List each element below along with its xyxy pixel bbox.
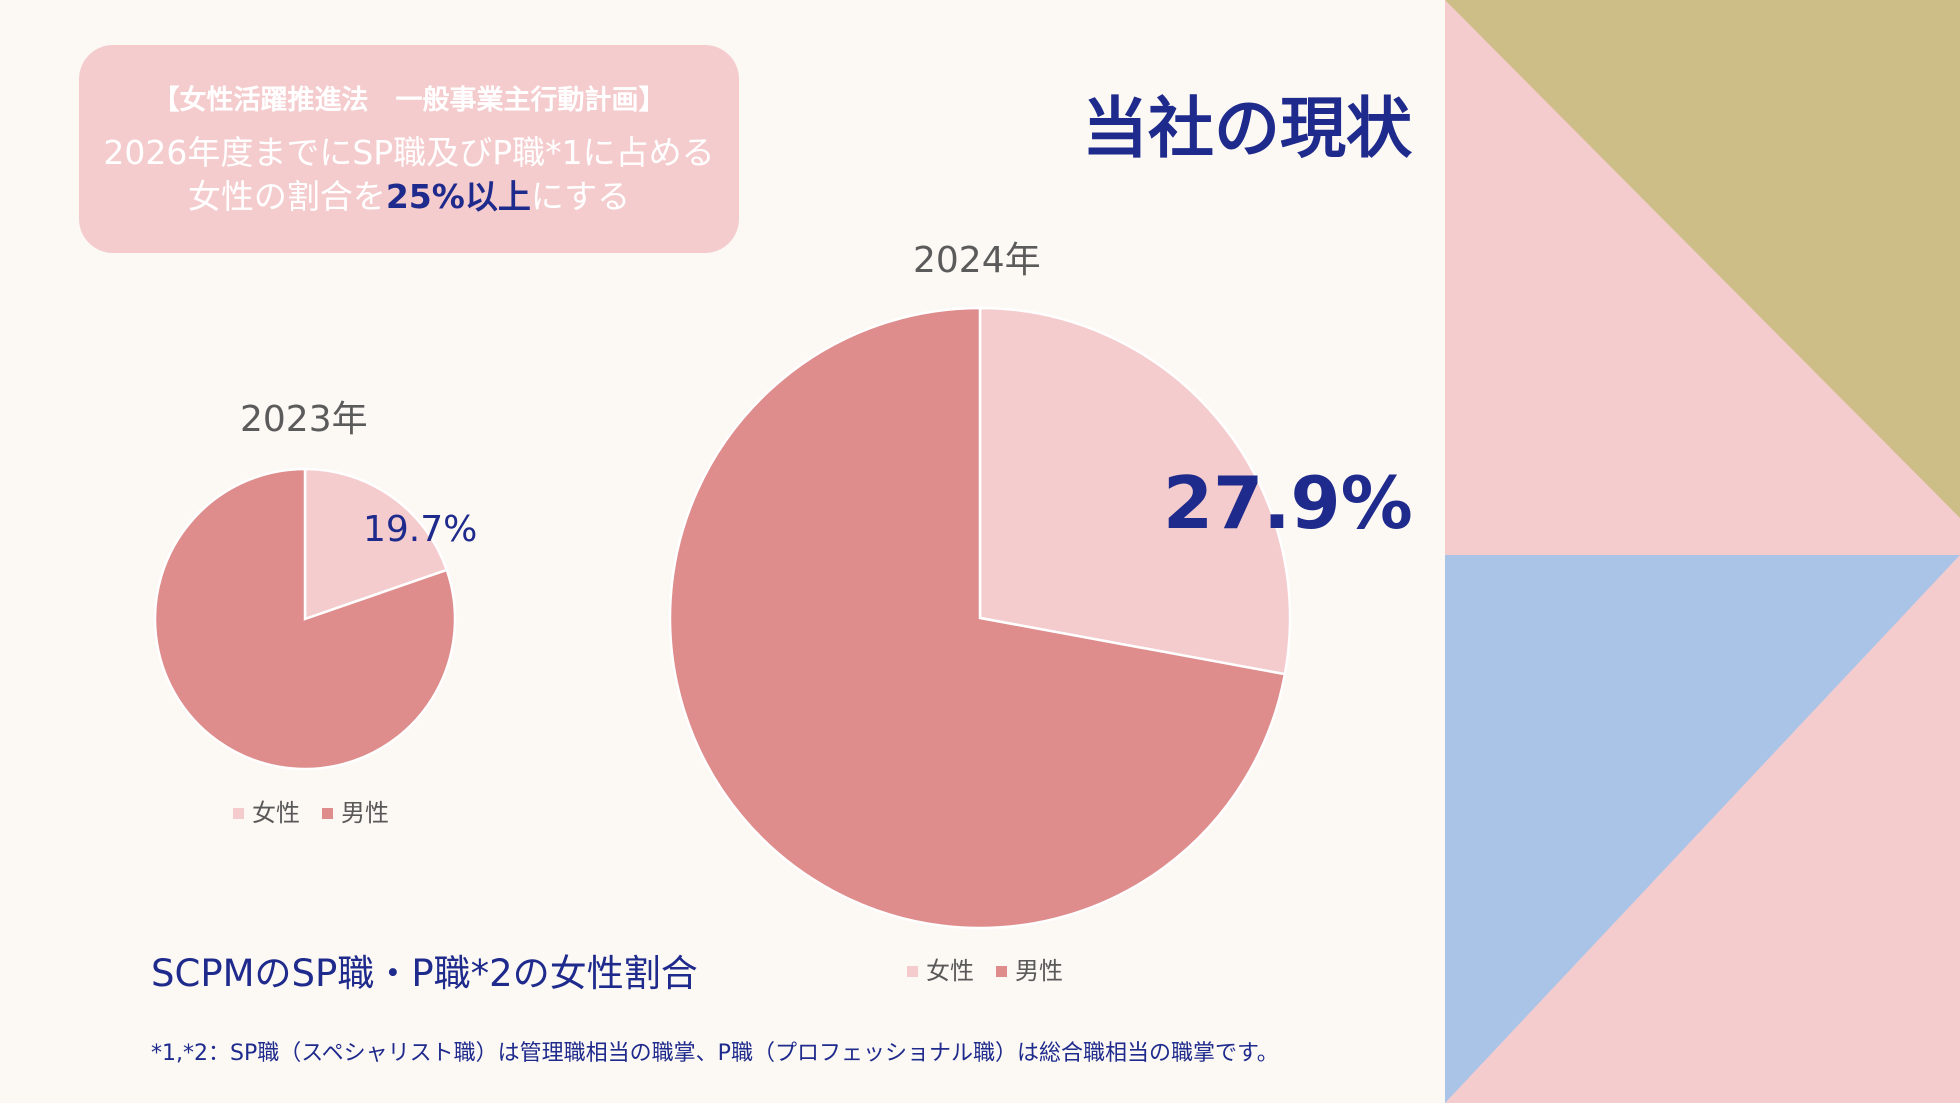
- goal-text-after: にする: [530, 177, 631, 216]
- goal-heading: 【女性活躍推進法 一般事業主行動計画】: [152, 85, 666, 116]
- page-title: 当社の現状: [1082, 90, 1412, 167]
- chart-2023-title: 2023年: [240, 399, 368, 440]
- legend-item-male: 男性: [322, 801, 389, 825]
- legend-swatch-female: [907, 965, 918, 977]
- pie-2024-slice-male: [668, 306, 1287, 930]
- legend-label-male: 男性: [341, 799, 389, 827]
- legend-item-male: 男性: [996, 959, 1063, 983]
- legend-swatch-female: [233, 807, 244, 819]
- pie-2024-slice-female: [978, 306, 1292, 676]
- legend-swatch-male: [322, 807, 333, 819]
- footnote: *1,*2：SP職（スペシャリスト職）は管理職相当の職掌、P職（プロフェッショナ…: [151, 1041, 1279, 1066]
- chart-2024-title: 2024年: [913, 240, 1041, 281]
- data-label-2023-female: 19.7%: [363, 509, 478, 550]
- goal-box: 【女性活躍推進法 一般事業主行動計画】 2026年度までにSP職及びP職*1に占…: [79, 45, 739, 253]
- pie-2023-slice-male: [153, 467, 457, 771]
- legend-label-female: 女性: [926, 957, 974, 985]
- goal-text-before: 2026年度までにSP職及びP職*1に占める女性の割合を: [103, 133, 715, 216]
- legend-label-female: 女性: [252, 799, 300, 827]
- legend-2024: 女性 男性: [907, 959, 1063, 983]
- legend-swatch-male: [996, 965, 1007, 977]
- chart-caption: SCPMのSP職・P職*2の女性割合: [151, 952, 698, 995]
- deco-gold-triangle: [1445, 0, 1960, 518]
- data-label-2024-female: 27.9%: [1163, 461, 1413, 545]
- deco-blue-triangle: [1445, 555, 1960, 1103]
- legend-item-female: 女性: [907, 959, 974, 983]
- legend-2023: 女性 男性: [233, 801, 389, 825]
- legend-item-female: 女性: [233, 801, 300, 825]
- goal-target-highlight: 25%以上: [385, 177, 531, 216]
- goal-text: 2026年度までにSP職及びP職*1に占める女性の割合を25%以上にする: [79, 131, 739, 219]
- legend-label-male: 男性: [1015, 957, 1063, 985]
